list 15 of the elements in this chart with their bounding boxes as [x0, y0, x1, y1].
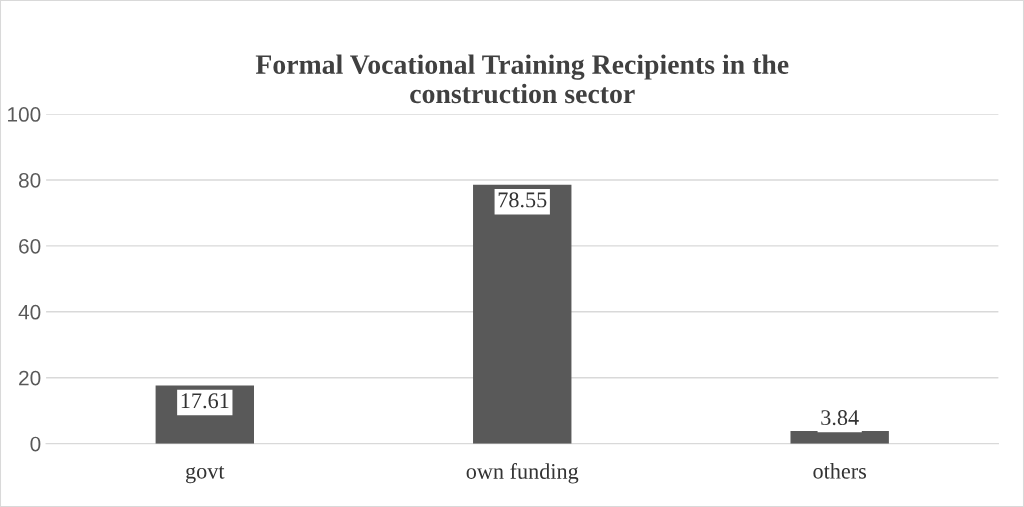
y-tick-label: 60: [19, 238, 41, 254]
bar: [790, 430, 889, 444]
data-label: 78.55: [498, 192, 547, 208]
y-tick-label: 0: [30, 436, 41, 452]
y-tick-label: 20: [19, 370, 41, 386]
data-label: 17.61: [181, 393, 229, 409]
x-tick-label: govt: [186, 465, 225, 484]
y-tick-label: 80: [18, 172, 41, 188]
bar: [473, 184, 572, 444]
y-tick-label: 40: [18, 304, 41, 320]
x-tick-label: own funding: [466, 463, 579, 484]
x-tick-label: others: [813, 463, 867, 479]
chart-title: Formal Vocational Training Recipients in the construction sector: [255, 54, 789, 104]
data-label: 3.84: [821, 410, 859, 426]
y-tick-label: 100: [8, 107, 41, 122]
